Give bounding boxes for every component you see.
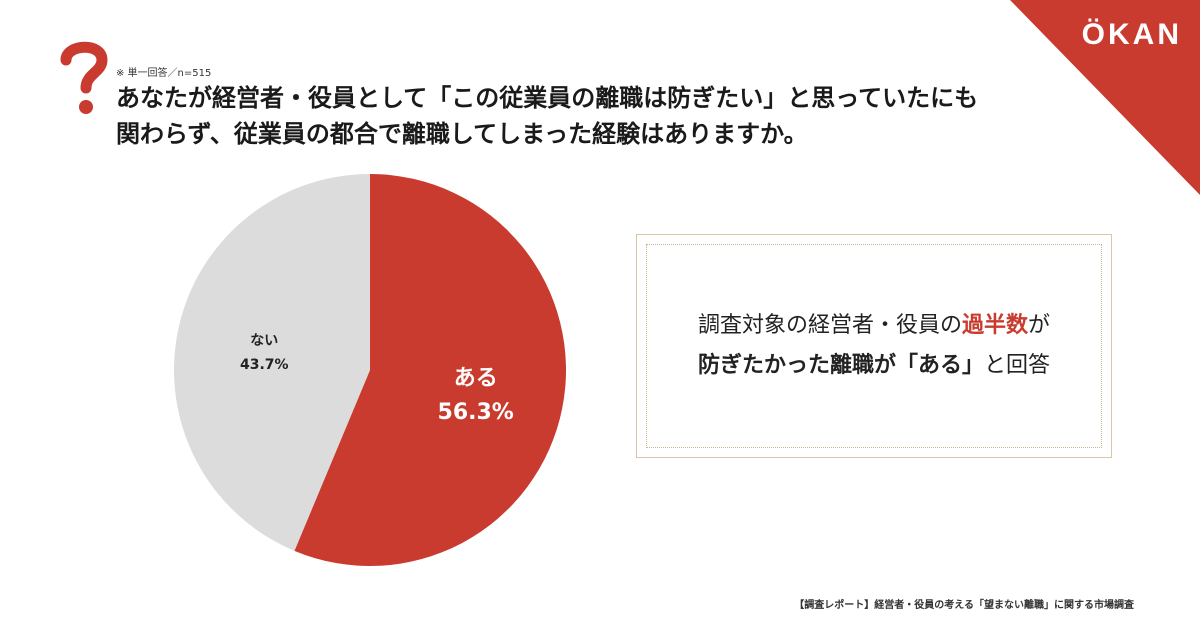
question-mark-icon (60, 41, 108, 114)
callout-box: 調査対象の経営者・役員の過半数が 防ぎたかった離職が「ある」と回答 (636, 234, 1112, 458)
pie-slice-0 (294, 174, 566, 566)
okan-logo: ÖKAN (1081, 18, 1182, 51)
callout-inner-frame: 調査対象の経営者・役員の過半数が 防ぎたかった離職が「ある」と回答 (646, 244, 1102, 448)
callout-text: が (1028, 313, 1051, 338)
corner-accent-triangle (1010, 0, 1200, 195)
pie-label-1: ない (250, 333, 278, 349)
question-line-2: 関わらず、従業員の都合で離職してしまった経験はありますか。 (116, 120, 808, 148)
callout-highlight: 過半数 (961, 313, 1028, 338)
callout-line-1: 調査対象の経営者・役員の過半数が (698, 306, 1050, 346)
pie-value-0: 56.3% (438, 400, 514, 425)
question-line-1: あなたが経営者・役員として「この従業員の離職は防ぎたい」と思っていたにも (116, 84, 979, 112)
callout-line-2: 防ぎたかった離職が「ある」と回答 (698, 346, 1050, 386)
pie-label-0: ある (454, 366, 498, 391)
callout-text: と回答 (984, 353, 1051, 378)
survey-question: あなたが経営者・役員として「この従業員の離職は防ぎたい」と思っていたにも 関わら… (116, 80, 1016, 152)
pie-slice-1 (173, 174, 370, 551)
response-note: ※ 単一回答／n=515 (116, 68, 212, 79)
source-footer: 【調査レポート】経営者・役員の考える「望まない離職」に関する市場調査 (794, 600, 1134, 611)
callout-bold-text: 防ぎたかった離職が「ある」 (697, 353, 984, 378)
callout-text: 調査対象の経営者・役員の (697, 313, 962, 338)
pie-value-1: 43.7% (240, 357, 289, 373)
